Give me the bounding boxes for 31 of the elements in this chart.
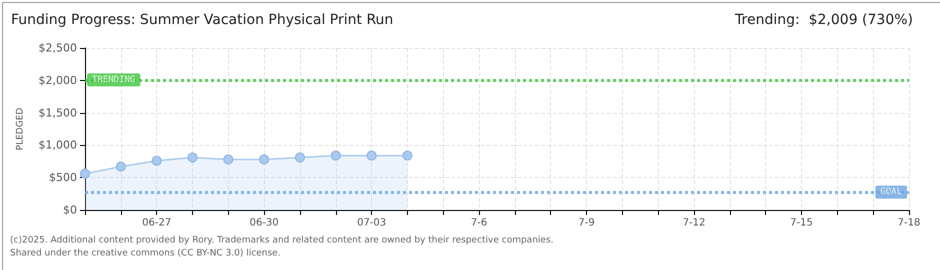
point — [366, 150, 377, 161]
x-tick-label: 7-15 — [790, 218, 813, 228]
chart-title: Funding Progress: Summer Vacation Physical Print Run — [11, 12, 394, 28]
y-tick-label: $1,500 — [38, 106, 77, 120]
text: Shared under the creative commons (CC BY-NC 3.0) license. — [10, 248, 281, 258]
point — [259, 154, 270, 164]
x-tick-label: 7-6 — [470, 218, 488, 228]
y-tick-label: $2,000 — [38, 74, 77, 87]
x-tick-label: 7-18 — [898, 218, 920, 228]
y-axis-title: PLEDGED — [16, 108, 26, 150]
chart-subtitle: Trending: $2,009 (730%) — [734, 12, 913, 28]
y-tick-label: $2,500 — [38, 42, 77, 54]
point — [223, 154, 234, 164]
point — [402, 150, 412, 161]
point — [80, 168, 90, 179]
text: (c)2025. Additional content provided by Rory. Trademarks and related content are owned by their respective companies. — [10, 236, 554, 246]
point — [294, 152, 305, 163]
point — [187, 152, 198, 163]
x-tick-label: 06-30 — [250, 218, 279, 228]
y-tick-label: $500 — [49, 171, 77, 184]
point — [116, 162, 126, 172]
ref-line-label: GOAL — [880, 187, 902, 198]
point — [152, 156, 162, 166]
point — [330, 150, 341, 161]
y-tick-label: $1,000 — [38, 138, 77, 152]
x-tick-label: 06-27 — [142, 218, 172, 228]
ref-line-label: TRENDING — [92, 74, 136, 85]
x-tick-label: 7-9 — [578, 218, 595, 228]
x-tick-label: 07-03 — [357, 218, 386, 228]
y-tick-label: $0 — [63, 204, 77, 216]
x-tick-label: 7-12 — [682, 218, 706, 228]
